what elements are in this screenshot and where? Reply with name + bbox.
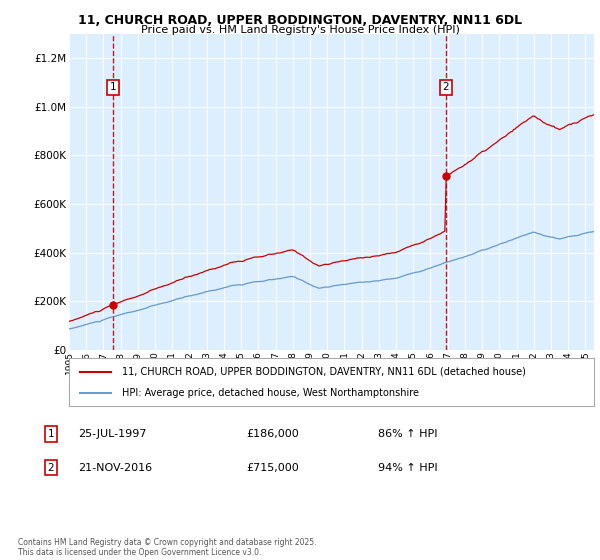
Text: 1: 1 (110, 82, 116, 92)
Text: £186,000: £186,000 (246, 429, 299, 439)
Text: 86% ↑ HPI: 86% ↑ HPI (378, 429, 437, 439)
Text: Price paid vs. HM Land Registry's House Price Index (HPI): Price paid vs. HM Land Registry's House … (140, 25, 460, 35)
Text: Contains HM Land Registry data © Crown copyright and database right 2025.
This d: Contains HM Land Registry data © Crown c… (18, 538, 317, 557)
Text: 21-NOV-2016: 21-NOV-2016 (78, 463, 152, 473)
Text: £715,000: £715,000 (246, 463, 299, 473)
Text: 11, CHURCH ROAD, UPPER BODDINGTON, DAVENTRY, NN11 6DL: 11, CHURCH ROAD, UPPER BODDINGTON, DAVEN… (78, 14, 522, 27)
Text: HPI: Average price, detached house, West Northamptonshire: HPI: Average price, detached house, West… (121, 388, 419, 398)
Text: 1: 1 (47, 429, 55, 439)
Text: 2: 2 (47, 463, 55, 473)
Text: 2: 2 (442, 82, 449, 92)
Text: 11, CHURCH ROAD, UPPER BODDINGTON, DAVENTRY, NN11 6DL (detached house): 11, CHURCH ROAD, UPPER BODDINGTON, DAVEN… (121, 367, 526, 377)
Text: 25-JUL-1997: 25-JUL-1997 (78, 429, 146, 439)
Text: 94% ↑ HPI: 94% ↑ HPI (378, 463, 437, 473)
